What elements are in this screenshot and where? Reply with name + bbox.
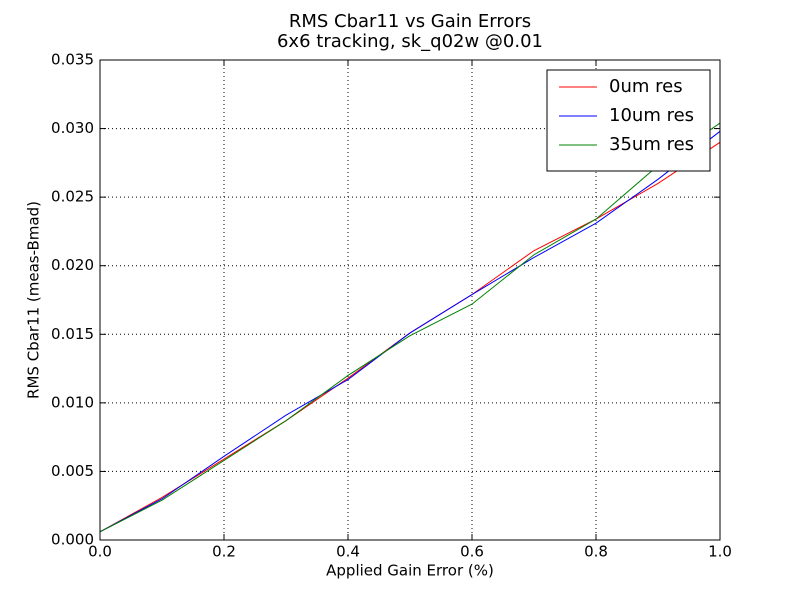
x-axis-label: Applied Gain Error (%)	[326, 562, 494, 580]
x-tick-label: 0.2	[212, 543, 236, 561]
y-tick-label: 0.000	[51, 531, 94, 549]
x-tick-label: 1.0	[708, 543, 732, 561]
x-tick-label: 0.0	[88, 543, 112, 561]
x-tick-label: 0.4	[336, 543, 360, 561]
y-tick-label: 0.020	[51, 256, 94, 274]
chart-subtitle: 6x6 tracking, sk_q02w @0.01	[277, 31, 543, 52]
legend-label: 10um res	[609, 105, 694, 126]
y-tick-label: 0.010	[51, 393, 94, 411]
chart-title: RMS Cbar11 vs Gain Errors	[289, 11, 531, 32]
legend-label: 35um res	[609, 134, 694, 155]
y-tick-label: 0.030	[51, 119, 94, 137]
series-line	[99, 122, 721, 533]
x-tick-label: 0.6	[460, 543, 484, 561]
plot-frame	[99, 59, 721, 541]
y-tick-label: 0.025	[51, 188, 94, 206]
series-line	[99, 130, 721, 533]
x-tick-label: 0.8	[584, 543, 608, 561]
y-tick-label: 0.015	[51, 325, 94, 343]
y-axis-label: RMS Cbar11 (meas-Bmad)	[25, 201, 43, 399]
y-tick-label: 0.035	[51, 51, 94, 69]
legend-label: 0um res	[609, 76, 683, 97]
y-tick-label: 0.005	[51, 462, 94, 480]
